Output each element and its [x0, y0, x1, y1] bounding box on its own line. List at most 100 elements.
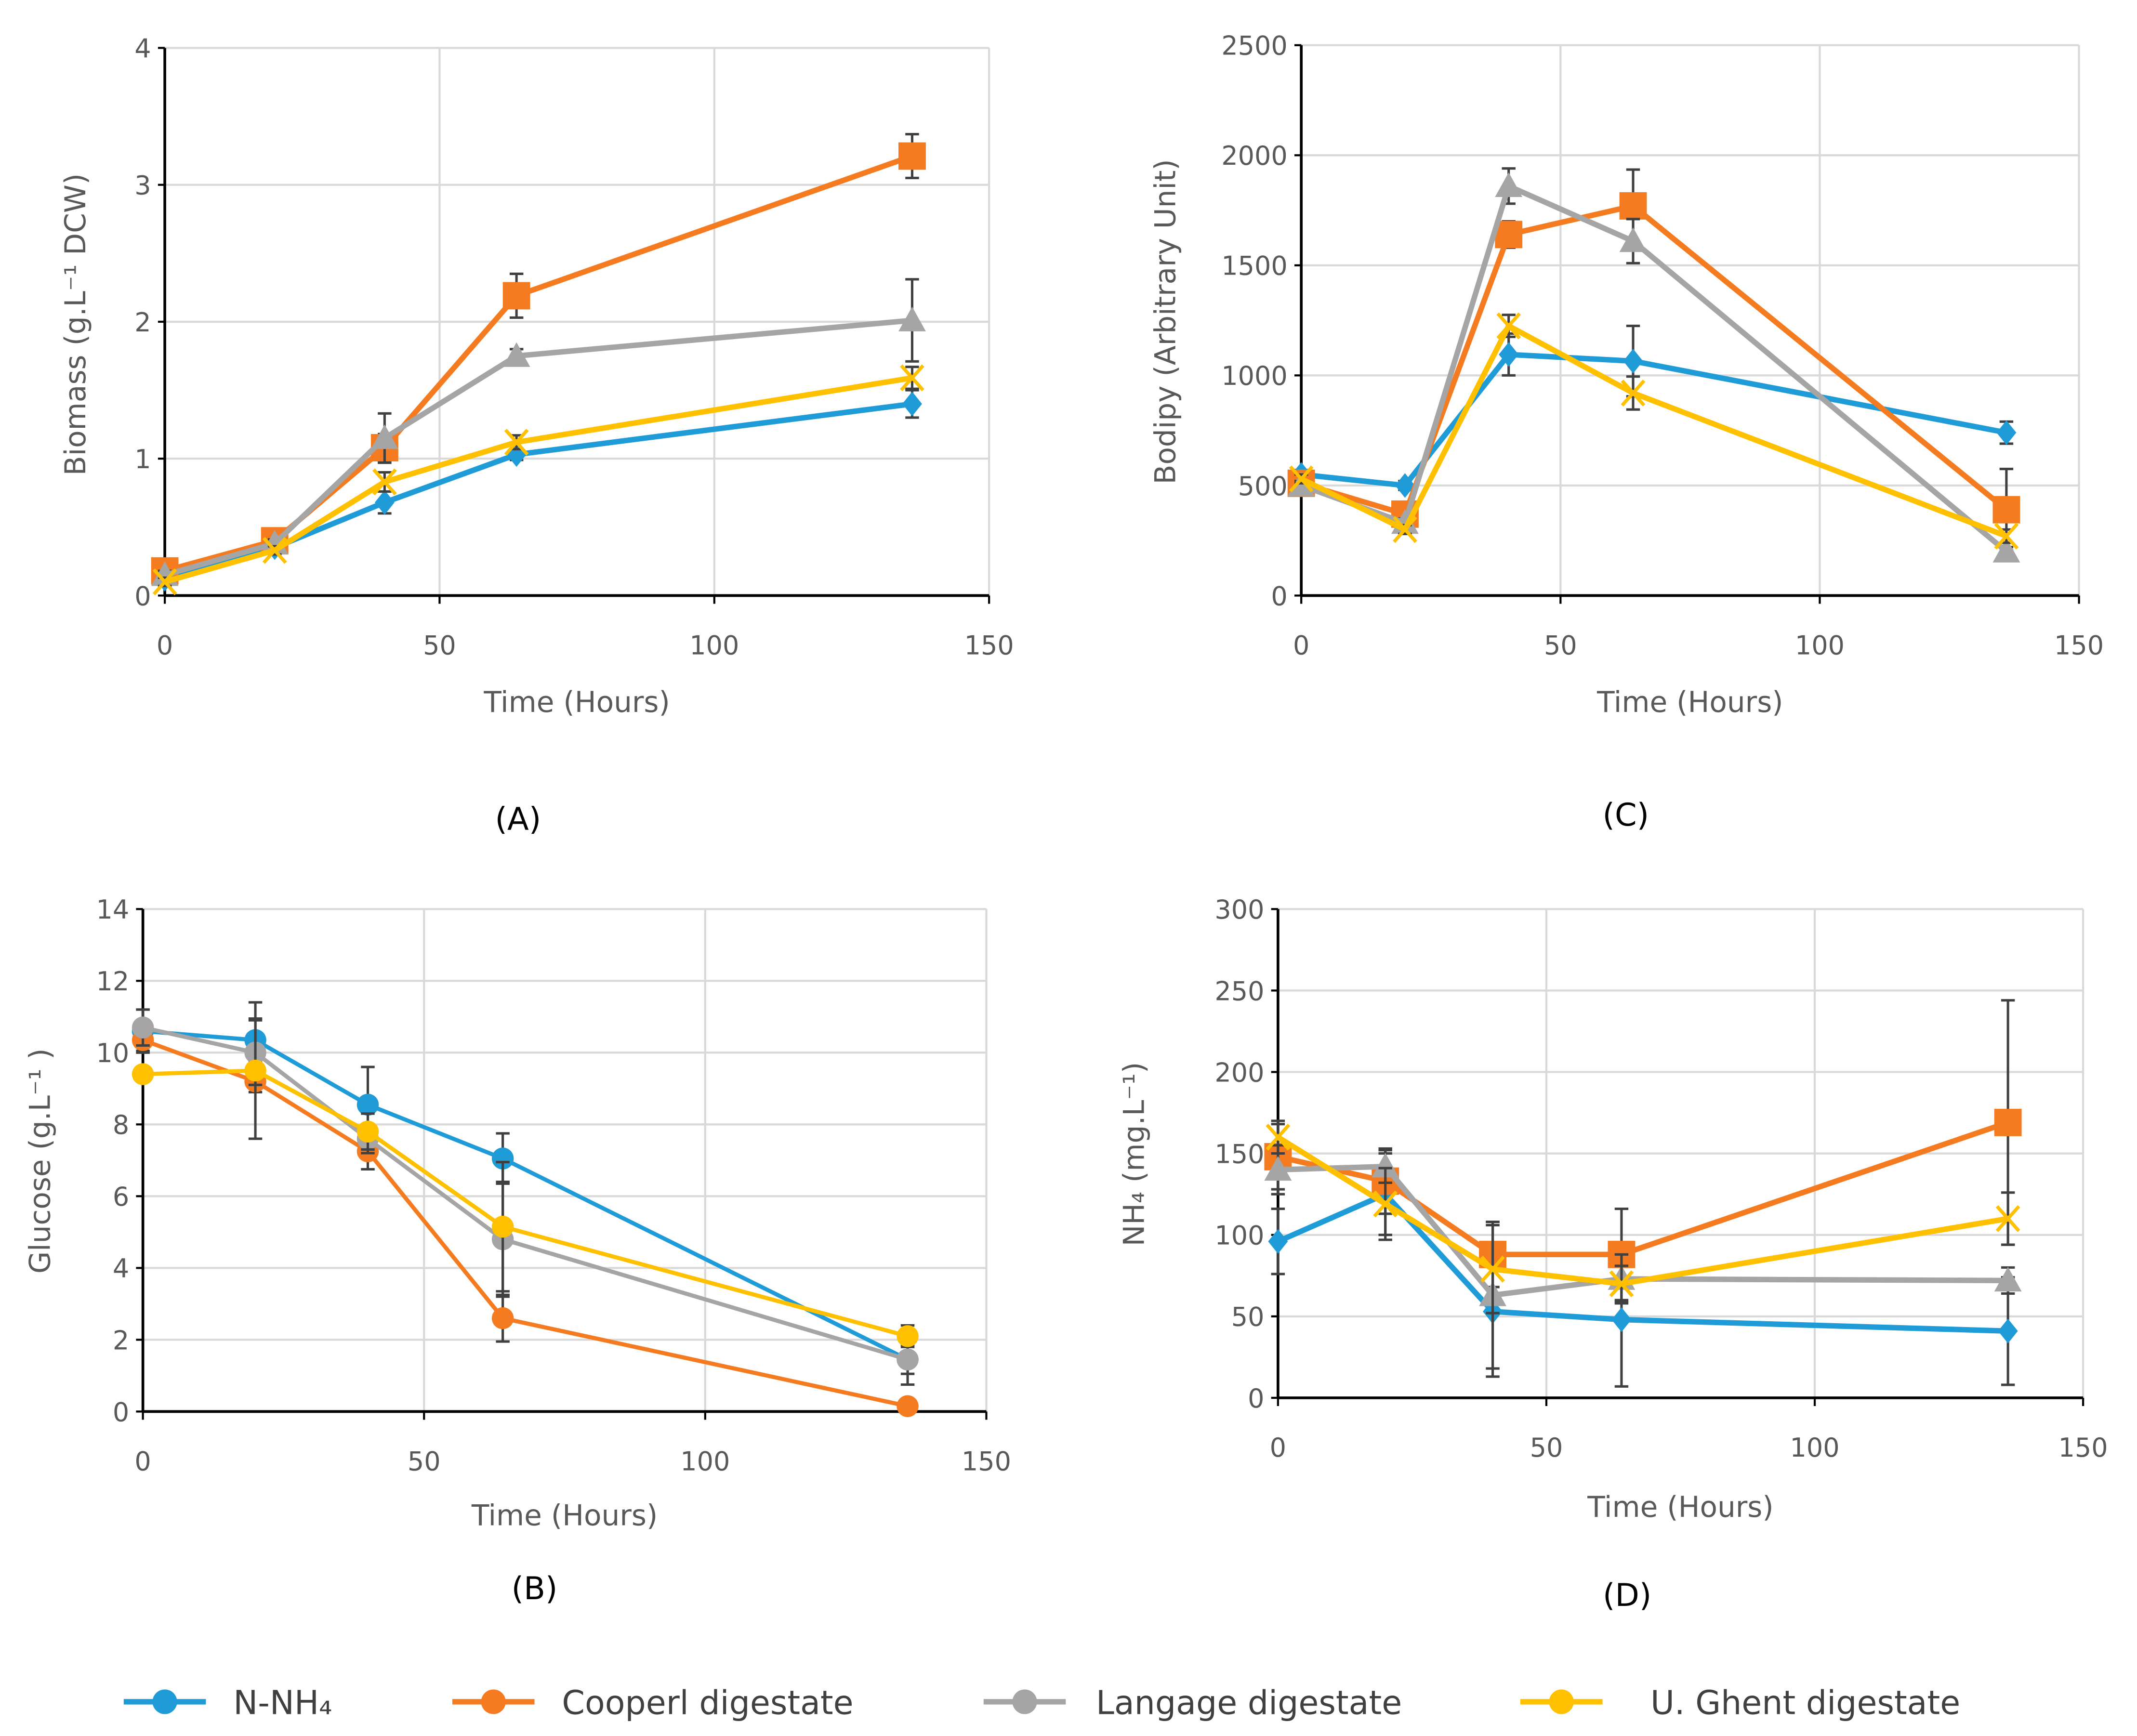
data-point [1621, 379, 1646, 407]
series-cooperl-digestate [1264, 999, 2022, 1302]
data-point [897, 1325, 919, 1347]
x-tick-label: 0 [1270, 1433, 1286, 1463]
data-point [491, 1147, 514, 1170]
x-axis-title: Time (Hours) [471, 1499, 658, 1532]
y-tick-label: 0 [1248, 1383, 1264, 1414]
y-tick-label: 1000 [1221, 361, 1287, 391]
x-tick-label: 150 [2054, 631, 2104, 661]
x-axis-title: Time (Hours) [1587, 1491, 1773, 1524]
x-axis-title: Time (Hours) [483, 686, 670, 719]
x-axis-title: Time (Hours) [1596, 686, 1783, 719]
data-point [1992, 496, 2020, 524]
y-tick-label: 2000 [1221, 141, 1287, 171]
x-tick-label: 50 [423, 631, 456, 661]
data-point [1372, 1153, 1399, 1178]
legend-marker [1012, 1689, 1037, 1714]
data-point [1264, 1156, 1292, 1181]
y-axis-title: NH₄ (mg.L⁻¹) [1118, 1062, 1151, 1247]
legend-label: Cooperl digestate [562, 1684, 853, 1723]
chart-c: 0 500 1000 1500 2000 2500 0 50 100 150 Time (Hours… [1149, 31, 2104, 833]
y-axis-title: Bodipy (Arbitrary Unit) [1149, 159, 1183, 484]
x-tick-label: 0 [1293, 631, 1309, 661]
data-point [1480, 1255, 1505, 1283]
legend-label: U. Ghent digestate [1650, 1684, 1960, 1723]
data-point [1609, 1270, 1634, 1298]
series-line [143, 1068, 909, 1339]
panel-label: (A) [495, 801, 541, 837]
series-line [1300, 203, 2008, 517]
y-axis-title: Biomass (g.L⁻¹ DCW) [59, 173, 92, 476]
legend-item: U. Ghent digestate [1520, 1684, 1960, 1723]
data-point [152, 568, 177, 595]
data-point [1289, 465, 1314, 493]
data-point [356, 1093, 379, 1116]
data-point [1994, 1267, 2022, 1292]
x-tick-label: 100 [689, 631, 739, 661]
data-point [1994, 1108, 2022, 1136]
y-tick-label: 1 [134, 444, 151, 474]
data-point [491, 1215, 514, 1238]
data-point [897, 1348, 919, 1371]
data-point [1996, 420, 2017, 445]
data-point [1611, 1307, 1632, 1332]
chart-b: 0 2 4 6 8 10 12 14 0 50 100 150 Time (Hours) Glucose … [24, 894, 1011, 1607]
data-point [900, 364, 924, 392]
series-u-ghent-digestate [132, 1001, 919, 1348]
data-point [1992, 538, 2020, 563]
legend-label: N-NH₄ [233, 1684, 332, 1723]
panel-label: (D) [1603, 1577, 1651, 1614]
data-point [897, 1395, 919, 1417]
legend-marker [152, 1689, 177, 1714]
data-point [372, 468, 397, 496]
data-point [132, 1063, 154, 1085]
y-tick-label: 14 [96, 894, 129, 925]
data-point [1994, 523, 2019, 550]
data-point [502, 342, 530, 367]
x-tick-label: 0 [134, 1447, 151, 1477]
data-point [1495, 221, 1523, 249]
data-point [1495, 172, 1523, 197]
chart-d: 0 50 100 150 200 250 300 0 50 100 150 Time (Hours) N… [1118, 894, 2108, 1614]
data-point [1393, 516, 1417, 543]
data-point [1998, 1318, 2018, 1343]
legend-item: N-NH₄ [123, 1684, 332, 1723]
x-tick-label: 100 [680, 1447, 730, 1477]
y-tick-label: 500 [1238, 471, 1288, 501]
y-tick-label: 12 [96, 966, 129, 997]
data-point [502, 282, 530, 310]
y-tick-label: 50 [1231, 1302, 1265, 1332]
y-tick-label: 4 [113, 1253, 129, 1284]
series-line [142, 1038, 908, 1408]
data-point [1268, 1229, 1288, 1254]
series-u-ghent-digestate [1266, 1119, 2020, 1315]
x-tick-label: 150 [962, 1447, 1011, 1477]
y-tick-label: 150 [1214, 1139, 1264, 1170]
series-cooperl-digestate [1287, 168, 2020, 552]
series-u-ghent-digestate [1289, 312, 2019, 550]
y-tick-label: 0 [134, 581, 151, 611]
y-tick-label: 250 [1214, 976, 1264, 1006]
series-cooperl-digestate [151, 132, 926, 585]
x-tick-label: 0 [157, 631, 173, 661]
y-tick-label: 1500 [1221, 251, 1287, 281]
data-point [244, 1059, 266, 1082]
y-tick-label: 10 [96, 1038, 129, 1068]
legend-item: Cooperl digestate [452, 1684, 854, 1723]
data-point [1373, 1190, 1398, 1218]
data-point [1496, 312, 1521, 340]
y-tick-label: 8 [113, 1110, 129, 1140]
data-point [504, 429, 529, 456]
data-point [898, 142, 926, 170]
data-point [262, 537, 287, 564]
legend-marker [481, 1689, 506, 1714]
data-point [902, 391, 922, 417]
data-point [1623, 349, 1643, 374]
data-point [1619, 227, 1647, 252]
series-n-nh- [155, 389, 922, 592]
y-axis-title: Glucose (g.L⁻¹ ) [24, 1048, 57, 1274]
data-point [1619, 192, 1647, 220]
data-point [1995, 1205, 2020, 1232]
data-point [370, 424, 398, 449]
x-tick-label: 50 [408, 1447, 441, 1477]
